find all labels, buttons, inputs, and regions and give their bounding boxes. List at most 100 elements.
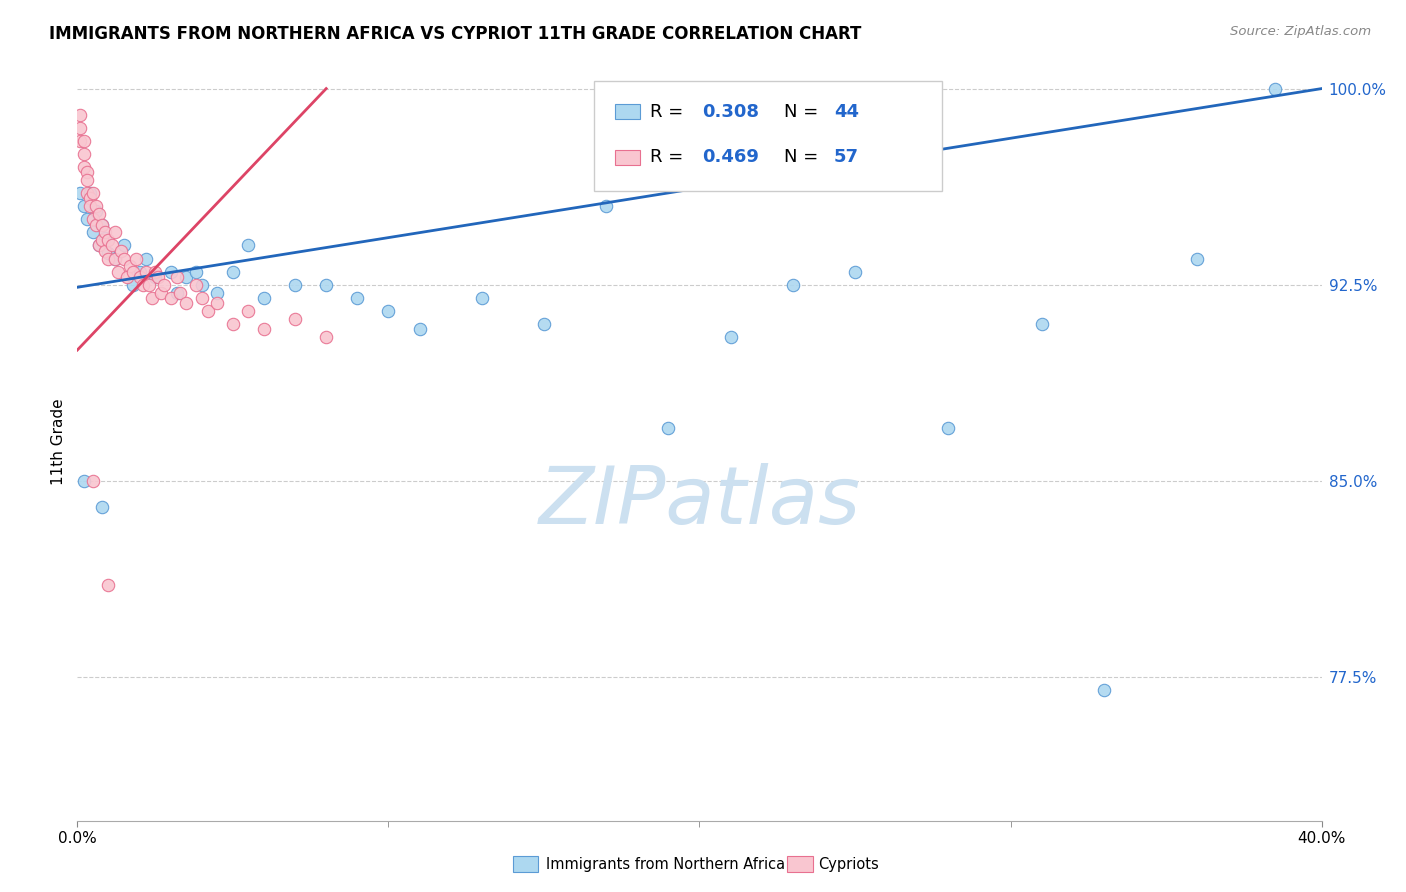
Point: [125, 252, 148, 266]
Point: [150, 285, 173, 300]
Text: R =: R =: [650, 103, 689, 120]
Point: [135, 252, 157, 266]
Point: [82, 186, 104, 201]
Point: [94, 230, 117, 244]
Text: 0.469: 0.469: [702, 148, 759, 166]
Point: [238, 303, 260, 318]
Point: [76, 212, 98, 227]
Point: [87, 238, 110, 252]
Point: [595, 199, 617, 213]
Point: [159, 291, 181, 305]
Text: ZIPatlas: ZIPatlas: [538, 463, 860, 541]
Point: [284, 311, 307, 326]
Point: [91, 500, 114, 514]
Text: 44: 44: [834, 103, 859, 120]
Point: [657, 421, 679, 435]
Point: [69, 120, 91, 135]
Point: [159, 264, 181, 278]
Point: [166, 285, 188, 300]
Point: [190, 291, 214, 305]
Point: [122, 277, 145, 292]
Point: [107, 264, 129, 278]
Point: [97, 578, 120, 592]
Text: Immigrants from Northern Africa: Immigrants from Northern Africa: [546, 857, 785, 871]
Point: [238, 238, 260, 252]
Point: [104, 252, 127, 266]
Point: [222, 264, 245, 278]
Point: [76, 173, 98, 187]
Point: [197, 303, 219, 318]
Point: [79, 191, 101, 205]
Point: [72, 474, 94, 488]
Point: [87, 207, 110, 221]
Point: [72, 160, 94, 174]
Point: [76, 186, 98, 201]
Point: [207, 296, 229, 310]
Point: [112, 252, 135, 266]
Point: [72, 134, 94, 148]
Point: [143, 269, 166, 284]
Bar: [614, 104, 640, 120]
Point: [1264, 81, 1286, 95]
Point: [94, 226, 117, 240]
Point: [115, 269, 138, 284]
Point: [72, 147, 94, 161]
Point: [82, 226, 104, 240]
Text: R =: R =: [650, 148, 689, 166]
Point: [253, 291, 276, 305]
Point: [141, 291, 163, 305]
Point: [143, 264, 166, 278]
Point: [122, 264, 145, 278]
Point: [315, 330, 337, 344]
Text: N =: N =: [785, 148, 824, 166]
Point: [135, 264, 157, 278]
Point: [79, 199, 101, 213]
Point: [222, 317, 245, 331]
Point: [207, 285, 229, 300]
Point: [184, 264, 207, 278]
Point: [120, 260, 142, 274]
Point: [190, 277, 214, 292]
Point: [844, 264, 866, 278]
Point: [97, 252, 120, 266]
Point: [94, 244, 117, 258]
Point: [253, 322, 276, 336]
Point: [174, 269, 197, 284]
Point: [91, 218, 114, 232]
Point: [1092, 682, 1115, 697]
Point: [1185, 252, 1208, 266]
Point: [87, 238, 110, 252]
Point: [315, 277, 337, 292]
Point: [169, 285, 191, 300]
Point: [110, 244, 132, 258]
Point: [148, 269, 170, 284]
Text: Cypriots: Cypriots: [818, 857, 879, 871]
Point: [174, 296, 197, 310]
Point: [128, 269, 150, 284]
Bar: [614, 150, 640, 165]
Point: [76, 165, 98, 179]
Point: [346, 291, 368, 305]
Text: 0.308: 0.308: [702, 103, 759, 120]
Point: [82, 474, 104, 488]
Point: [720, 330, 742, 344]
Point: [91, 218, 114, 232]
Point: [69, 134, 91, 148]
Point: [104, 226, 127, 240]
Point: [377, 303, 399, 318]
Point: [184, 277, 207, 292]
Point: [1031, 317, 1053, 331]
Point: [112, 238, 135, 252]
Point: [79, 186, 101, 201]
Point: [131, 277, 153, 292]
Point: [782, 277, 804, 292]
Point: [100, 238, 122, 252]
Point: [471, 291, 494, 305]
Point: [82, 212, 104, 227]
Point: [533, 317, 555, 331]
Point: [69, 186, 91, 201]
Text: 57: 57: [834, 148, 859, 166]
Y-axis label: 11th Grade: 11th Grade: [51, 398, 66, 485]
Point: [84, 204, 107, 219]
Text: IMMIGRANTS FROM NORTHERN AFRICA VS CYPRIOT 11TH GRADE CORRELATION CHART: IMMIGRANTS FROM NORTHERN AFRICA VS CYPRI…: [49, 25, 862, 43]
